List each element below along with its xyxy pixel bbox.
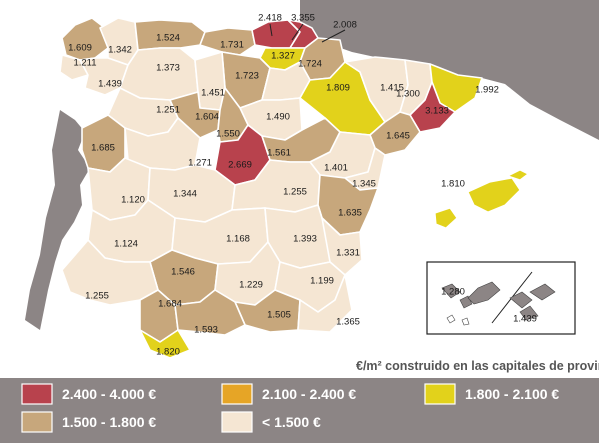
province-value-label: 1.255	[283, 187, 307, 198]
legend-swatch	[21, 411, 53, 433]
province-value-label: 1.229	[239, 280, 263, 291]
province-value-label: 1.561	[267, 148, 291, 159]
canary-islands	[441, 281, 556, 326]
province-value-label: 1.271	[188, 158, 212, 169]
province-value-label: 1.820	[156, 347, 180, 358]
province-value-label: 1.809	[326, 83, 350, 94]
province-value-label: 2.669	[228, 160, 252, 171]
province-value-label: 3.133	[425, 106, 449, 117]
canary-island	[509, 291, 533, 309]
province-value-label: 1.992	[475, 85, 499, 96]
province-value-label: 1.684	[158, 299, 182, 310]
legend-swatch	[221, 411, 253, 433]
legend-label: < 1.500 €	[262, 414, 321, 430]
province-value-label: 3.355	[291, 13, 315, 24]
canary-island	[467, 281, 501, 305]
legend-swatch	[424, 383, 456, 405]
province-value-label: 1.439	[98, 79, 122, 90]
province-value-label: 2.418	[258, 13, 282, 24]
province-region	[174, 289, 246, 336]
inset-frame	[426, 261, 576, 335]
label-pointer	[321, 29, 346, 43]
legend-item: 1.500 - 1.800 €	[21, 411, 156, 433]
province-value-label: 1.211	[73, 58, 96, 69]
province-value-label: 1.723	[235, 71, 259, 82]
mallorca-island	[467, 177, 521, 213]
province-value-label: 1.393	[293, 234, 317, 245]
province-value-label: 1.342	[108, 45, 132, 56]
province-value-label: 1.373	[156, 63, 180, 74]
canary-islet	[446, 314, 456, 324]
province-value-label: 1.415	[380, 83, 404, 94]
province-value-label: 1.546	[171, 267, 195, 278]
canary-islet	[461, 317, 470, 326]
balearic-islands	[434, 169, 530, 229]
canary-island	[441, 283, 461, 299]
province-value-label: 1.365	[336, 317, 360, 328]
province-value-label: 1.124	[114, 239, 138, 250]
province-value-label: 1.685	[91, 143, 115, 154]
portugal-land	[25, 110, 90, 330]
province-value-label: 1.593	[194, 325, 218, 336]
legend-label: 1.500 - 1.800 €	[62, 414, 156, 430]
canary-island	[529, 283, 556, 301]
province-value-label: 1.451	[201, 88, 225, 99]
canary-islands-inset	[426, 261, 576, 335]
province-region	[139, 329, 191, 359]
province-value-label: 1.327	[271, 51, 295, 62]
map-caption: €/m² construido en las capitales de prov…	[356, 359, 599, 373]
province-value-label: 1.505	[267, 310, 291, 321]
province-value-label: 1.401	[324, 163, 348, 174]
label-pointer	[269, 23, 273, 37]
legend-label: 1.800 - 2.100 €	[465, 386, 559, 402]
province-value-label: 1.524	[156, 33, 180, 44]
province-value-label: 1.199	[310, 276, 334, 287]
province-shapes	[59, 17, 483, 359]
province-value-label: 1.635	[338, 208, 362, 219]
surrounding-land	[25, 0, 599, 330]
legend-item: 2.100 - 2.400 €	[221, 383, 356, 405]
province-value-label: 1.280	[441, 287, 465, 298]
legend-swatch	[21, 383, 53, 405]
province-value-label: 1.609	[68, 43, 92, 54]
legend-label: 2.400 - 4.000 €	[62, 386, 156, 402]
province-value-label: 1.120	[121, 195, 145, 206]
france-land	[300, 0, 599, 140]
legend-swatch	[221, 383, 253, 405]
province-value-label: 1.300	[396, 89, 420, 100]
province-value-label: 1.604	[195, 112, 219, 123]
legend-item: 2.400 - 4.000 €	[21, 383, 156, 405]
province-value-label: 2.008	[333, 20, 357, 31]
province-value-label: 1.810	[441, 179, 465, 190]
label-pointer	[291, 23, 304, 41]
legend-item: 1.800 - 2.100 €	[424, 383, 559, 405]
legend-label: 2.100 - 2.400 €	[262, 386, 356, 402]
legend-item: < 1.500 €	[221, 411, 321, 433]
legend: 2.400 - 4.000 € 2.100 - 2.400 € 1.800 - 2.…	[0, 378, 599, 443]
province-value-label: 1.731	[220, 40, 244, 51]
province-value-label: 1.251	[156, 105, 180, 116]
province-value-label: 1.344	[173, 189, 197, 200]
province-value-label: 1.331	[336, 248, 360, 259]
canary-island	[519, 305, 539, 321]
province-value-label: 1.345	[352, 179, 376, 190]
province-region	[297, 274, 353, 333]
menorca-island	[506, 169, 530, 181]
province-value-label: 1.645	[386, 131, 410, 142]
province-value-label: 1.255	[85, 291, 109, 302]
province-value-label: 1.168	[226, 234, 250, 245]
province-value-label: 1.439	[513, 314, 537, 325]
ibiza-island	[434, 207, 458, 229]
province-value-label: 1.490	[266, 112, 290, 123]
legend-band	[0, 378, 599, 443]
province-region	[61, 17, 109, 61]
province-value-label: 1.550	[216, 129, 240, 140]
province-value-label: 1.724	[298, 59, 322, 70]
province-region	[199, 27, 256, 56]
